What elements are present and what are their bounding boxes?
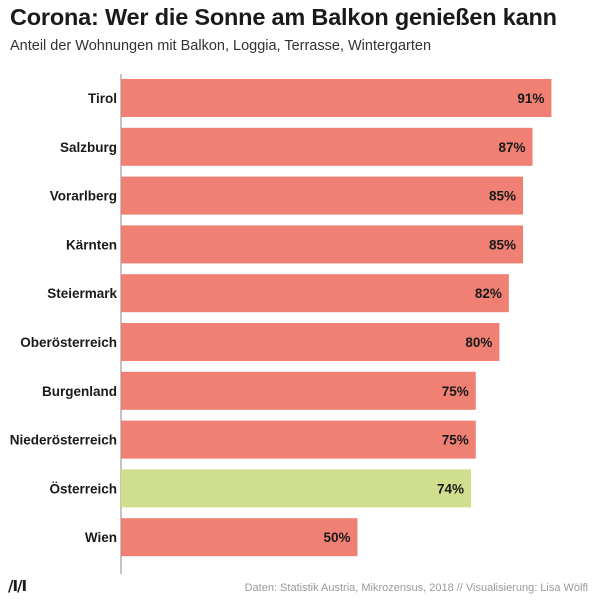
category-label-0: Tirol — [88, 91, 117, 106]
value-label-7: 75% — [442, 433, 469, 448]
category-label-2: Vorarlberg — [50, 189, 117, 204]
bar-2 — [121, 176, 524, 215]
value-label-2: 85% — [489, 189, 516, 204]
category-label-1: Salzburg — [60, 140, 117, 155]
category-label-9: Wien — [85, 530, 117, 545]
bar-0 — [121, 79, 552, 117]
value-label-5: 80% — [465, 335, 492, 350]
chart-title: Corona: Wer die Sonne am Balkon genießen… — [10, 4, 557, 30]
bar-9 — [121, 518, 358, 557]
value-label-0: 91% — [517, 91, 544, 106]
category-label-7: Niederösterreich — [10, 433, 117, 448]
bar-3 — [121, 225, 524, 264]
bar-7 — [121, 420, 476, 459]
bar-1 — [121, 127, 533, 166]
chart-subtitle: Anteil der Wohnungen mit Balkon, Loggia,… — [10, 38, 432, 54]
category-label-5: Oberösterreich — [20, 335, 117, 350]
bar-8 — [121, 469, 472, 508]
category-label-4: Steiermark — [47, 286, 117, 301]
value-label-9: 50% — [323, 530, 350, 545]
bar-6 — [121, 371, 476, 410]
value-label-3: 85% — [489, 237, 516, 252]
value-label-6: 75% — [442, 384, 469, 399]
category-label-8: Österreich — [49, 481, 117, 496]
value-label-4: 82% — [475, 286, 502, 301]
bar-5 — [121, 323, 500, 361]
category-label-3: Kärnten — [66, 237, 117, 252]
bar-4 — [121, 274, 509, 313]
value-label-8: 74% — [437, 481, 464, 496]
value-label-1: 87% — [498, 140, 525, 155]
publisher-logo: /I/I — [8, 577, 27, 595]
source-credit: Daten: Statistik Austria, Mikrozensus, 2… — [244, 582, 588, 594]
category-label-6: Burgenland — [42, 384, 117, 399]
